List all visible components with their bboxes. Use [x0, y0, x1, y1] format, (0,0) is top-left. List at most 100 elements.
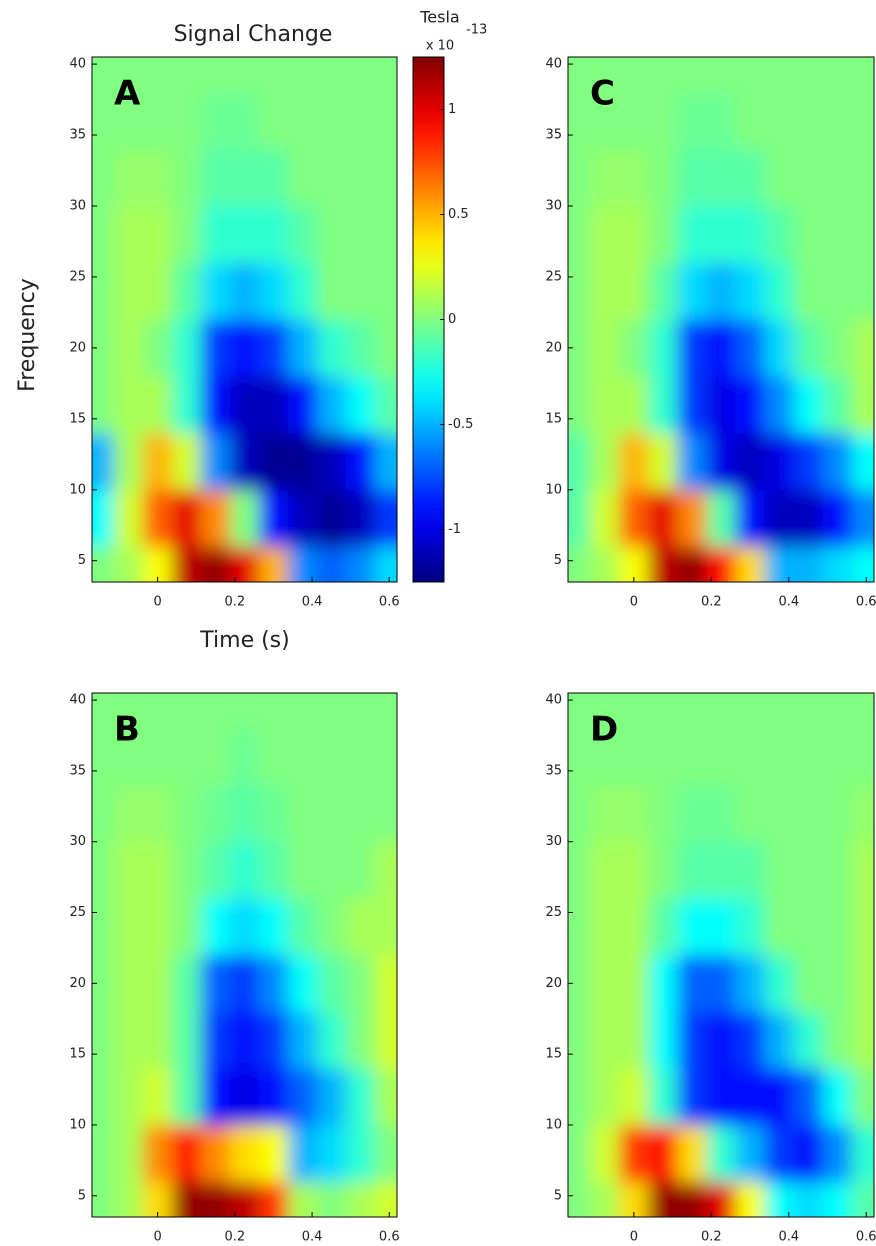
heatmap-cell: [172, 728, 202, 786]
y-tick-label: 40: [545, 57, 562, 72]
heatmap-cell: [143, 1068, 173, 1126]
heatmap-cell: [851, 898, 874, 956]
heatmap-cell: [677, 1181, 707, 1217]
heatmap-cell: [92, 433, 115, 491]
heatmap-cell: [677, 92, 707, 150]
heatmap-cell: [230, 262, 260, 320]
heatmap-cell: [590, 262, 620, 320]
heatmap-cell: [114, 433, 144, 491]
heatmap-cell: [287, 57, 318, 93]
heatmap-cell: [92, 205, 115, 264]
heatmap-cell: [92, 1181, 115, 1217]
y-tick-label: 40: [69, 693, 86, 708]
heatmap-cell: [316, 1181, 347, 1217]
heatmap-cell: [764, 262, 795, 320]
y-tick-label: 10: [69, 482, 86, 497]
heatmap-cell: [316, 262, 347, 320]
heatmap-cell: [201, 693, 231, 729]
heatmap-cell: [851, 546, 874, 582]
heatmap-cell: [92, 728, 115, 786]
heatmap-cell: [677, 205, 707, 264]
heatmap-cell: [851, 376, 874, 434]
heatmap-cell: [735, 693, 766, 729]
heatmap-cell: [648, 57, 678, 93]
heatmap: [92, 57, 397, 582]
heatmap-cell: [114, 262, 144, 320]
heatmap-cell: [230, 546, 260, 582]
heatmap-cell: [201, 489, 231, 548]
heatmap-cell: [822, 546, 853, 582]
heatmap-cell: [287, 1068, 318, 1126]
heatmap-cell: [822, 319, 853, 377]
heatmap-cell: [568, 433, 591, 491]
heatmap-cell: [822, 149, 853, 207]
heatmap-cell: [374, 433, 397, 491]
heatmap-cell: [114, 57, 144, 93]
colorbar-tick-label: 1: [448, 102, 456, 117]
heatmap-cell: [677, 57, 707, 93]
heatmap-cell: [648, 319, 678, 377]
heatmap-cell: [764, 205, 795, 264]
heatmap-cell: [793, 149, 824, 207]
panel-letter: C: [590, 74, 615, 114]
y-tick-label: 10: [69, 1117, 86, 1132]
heatmap-cell: [706, 262, 737, 320]
heatmap-cell: [201, 955, 231, 1013]
heatmap-cell: [568, 955, 591, 1013]
heatmap-cell: [764, 1181, 795, 1217]
heatmap-cell: [114, 1068, 144, 1126]
heatmap-cell: [172, 149, 202, 207]
heatmap-cell: [201, 376, 231, 434]
heatmap-cell: [114, 955, 144, 1013]
heatmap-cell: [114, 149, 144, 207]
heatmap-cell: [793, 57, 824, 93]
heatmap-cell: [172, 205, 202, 264]
heatmap-cell: [230, 1011, 260, 1069]
heatmap-cell: [258, 693, 289, 729]
heatmap-cell: [735, 546, 766, 582]
heatmap-cell: [374, 1124, 397, 1183]
x-tick-label: 0: [630, 595, 638, 610]
heatmap-cell: [258, 898, 289, 956]
heatmap-cell: [201, 149, 231, 207]
heatmap-cell: [822, 376, 853, 434]
heatmap-cell: [201, 1068, 231, 1126]
heatmap-cell: [345, 841, 376, 899]
heatmap-cell: [316, 955, 347, 1013]
x-tick-label: 0: [630, 1230, 638, 1245]
heatmap-cell: [374, 489, 397, 548]
heatmap-cell: [590, 319, 620, 377]
heatmap-cell: [590, 1124, 620, 1183]
heatmap-cell: [345, 433, 376, 491]
heatmap-cell: [230, 376, 260, 434]
heatmap-cell: [764, 1068, 795, 1126]
heatmap-cell: [201, 785, 231, 843]
heatmap-cell: [590, 693, 620, 729]
x-tick-label: 0.2: [701, 1230, 722, 1245]
heatmap-cell: [345, 546, 376, 582]
heatmap-cell: [114, 785, 144, 843]
panel-letter: B: [114, 710, 140, 750]
heatmap-cell: [568, 1068, 591, 1126]
heatmap-cell: [172, 841, 202, 899]
heatmap-cell: [172, 376, 202, 434]
heatmap-cell: [287, 1124, 318, 1183]
heatmap-cell: [648, 92, 678, 150]
heatmap-cell: [287, 1011, 318, 1069]
heatmap-cell: [374, 262, 397, 320]
x-tick-label: 0: [153, 595, 161, 610]
heatmap-cell: [92, 376, 115, 434]
heatmap-cell: [735, 205, 766, 264]
heatmap-cell: [677, 1124, 707, 1183]
heatmap-cell: [822, 841, 853, 899]
heatmap-cell: [172, 693, 202, 729]
heatmap-cell: [114, 376, 144, 434]
heatmap-cell: [851, 728, 874, 786]
heatmap-cells: [92, 693, 397, 1217]
y-tick-label: 35: [545, 763, 562, 778]
heatmap-cell: [648, 728, 678, 786]
heatmap-cell: [764, 1011, 795, 1069]
heatmap-cell: [677, 728, 707, 786]
heatmap-cell: [258, 376, 289, 434]
heatmap-cell: [92, 898, 115, 956]
